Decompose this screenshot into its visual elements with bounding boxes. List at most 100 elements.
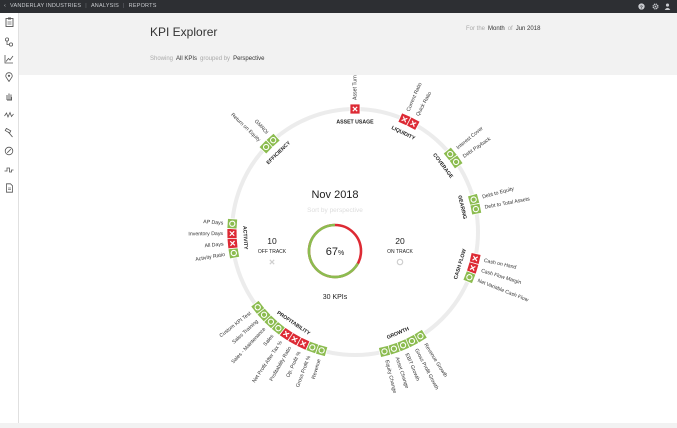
kpi-status-on-track[interactable] xyxy=(448,154,464,170)
percent-value: 67% xyxy=(326,246,344,258)
grouping-dropdown[interactable]: Perspective xyxy=(233,56,265,62)
showing-label: Showing xyxy=(150,56,174,62)
kpi-item[interactable]: Inventory Days xyxy=(188,228,238,240)
gavel-icon[interactable] xyxy=(4,128,14,138)
on-track-icon xyxy=(318,347,325,354)
date-dropdown[interactable]: Jun 2018 xyxy=(515,26,541,32)
page-header: KPI Explorer For the Month of Jun 2018 S… xyxy=(19,13,677,75)
percent-number: 67 xyxy=(326,246,338,258)
user-icon[interactable] xyxy=(664,3,671,10)
kpi-item[interactable]: Activity Ratio xyxy=(195,246,241,263)
gear-icon[interactable] xyxy=(652,3,659,10)
off-track-label: OFF TRACK xyxy=(258,249,287,255)
kpi-status-on-track[interactable] xyxy=(462,270,477,285)
kpi-label: Activity Ratio xyxy=(195,252,226,263)
off-track-icon xyxy=(401,116,408,123)
waveform-icon[interactable] xyxy=(4,110,14,120)
on-track-icon xyxy=(269,137,277,144)
sort-link[interactable]: Sort by perspective xyxy=(307,207,363,214)
trend-chart-icon[interactable] xyxy=(4,54,14,64)
kpi-total: 30 KPIs xyxy=(323,294,348,301)
on-track-icon xyxy=(381,348,388,355)
sidebar xyxy=(0,13,19,423)
period-dropdown[interactable]: Month xyxy=(488,26,505,32)
kpi-label: Debt to Total Assets xyxy=(484,196,530,210)
group-label-asset-usage: ASSET USAGE xyxy=(336,119,374,125)
kpi-item[interactable]: Asset Turnover xyxy=(349,65,361,115)
off-track-icon xyxy=(472,255,479,262)
kpi-status-off-track[interactable] xyxy=(226,228,238,240)
off-track-icon xyxy=(291,335,298,343)
company-link[interactable]: VANDERLAY INDUSTRIES xyxy=(10,3,82,9)
off-track-icon xyxy=(300,340,307,347)
main-content: Nov 2018 Sort by perspective 10 OFF TRAC… xyxy=(19,65,677,423)
document-icon[interactable] xyxy=(4,183,14,193)
kpi-label: Return on Equity xyxy=(229,112,261,143)
analysis-link[interactable]: ANALYSIS xyxy=(90,3,120,9)
kpi-label: Cash on Hand xyxy=(483,258,517,271)
kpi-label: Equity Change xyxy=(383,360,397,395)
on-track-icon xyxy=(254,304,261,311)
back-icon[interactable]: ‹ xyxy=(4,3,7,9)
kpi-label: Revenue xyxy=(311,358,322,380)
kpi-status-on-track[interactable] xyxy=(377,344,392,358)
on-track-icon xyxy=(408,337,416,345)
on-track-label: ON TRACK xyxy=(387,249,413,255)
help-icon[interactable]: ? xyxy=(638,3,645,10)
kpi-filter-dropdown[interactable]: All KPIs xyxy=(176,56,198,62)
off-track-icon xyxy=(469,264,476,271)
kpi-status-on-track[interactable] xyxy=(226,217,239,230)
on-track-icon xyxy=(230,249,237,257)
on-track-icon xyxy=(447,150,454,158)
kpi-status-on-track[interactable] xyxy=(395,338,411,353)
kpi-wheel: Nov 2018 Sort by perspective 10 OFF TRAC… xyxy=(188,65,531,395)
kpi-item[interactable]: AP Days xyxy=(203,217,239,230)
on-track-icon xyxy=(470,196,477,203)
kpi-label: All Days xyxy=(204,242,224,250)
off-track-icon xyxy=(229,230,235,237)
breadcrumb: ‹ VANDERLAY INDUSTRIES | ANALYSIS | REPO… xyxy=(4,3,157,9)
kpi-label: AP Days xyxy=(203,219,224,226)
svg-text:?: ? xyxy=(640,4,643,10)
breadcrumb-separator: | xyxy=(85,3,87,9)
kpi-status-on-track[interactable] xyxy=(227,246,241,260)
top-bar: ‹ VANDERLAY INDUSTRIES | ANALYSIS | REPO… xyxy=(0,0,677,13)
kpi-status-on-track[interactable] xyxy=(250,299,266,315)
location-icon[interactable] xyxy=(4,72,14,82)
percent-sign: % xyxy=(338,250,344,257)
grouped-by-label: grouped by xyxy=(200,56,231,62)
kpi-status-off-track[interactable] xyxy=(349,103,361,115)
on-track-icon xyxy=(267,318,275,325)
kpi-label: Inventory Days xyxy=(188,231,223,237)
on-track-icon xyxy=(229,220,236,227)
kpi-status-on-track[interactable] xyxy=(265,132,281,148)
off-track-icon xyxy=(269,259,275,265)
tag-icon[interactable] xyxy=(4,146,14,156)
kpi-status-off-track[interactable] xyxy=(226,237,239,250)
page-title: KPI Explorer xyxy=(150,25,218,39)
kpi-item[interactable]: All Days xyxy=(204,237,239,250)
on-track-icon xyxy=(262,143,270,151)
group-asset-usage: ASSET USAGE Asset Turnover xyxy=(336,65,374,126)
on-track-icon xyxy=(390,345,398,352)
on-track-icon xyxy=(466,274,473,281)
pulse-icon[interactable] xyxy=(4,165,14,175)
on-track-icon xyxy=(452,158,460,166)
hand-icon[interactable] xyxy=(4,91,14,101)
org-chart-icon[interactable] xyxy=(4,37,14,47)
for-the-label: For the xyxy=(466,26,486,32)
reports-link[interactable]: REPORTS xyxy=(128,3,157,9)
group-label-gearing: GEARING xyxy=(456,195,467,220)
on-track-icon xyxy=(399,342,407,349)
kpi-status-on-track[interactable] xyxy=(469,202,483,216)
group-activity: ACTIVITY Activity Ratio All Days Inventory … xyxy=(188,217,248,263)
clipboard-icon[interactable] xyxy=(4,17,14,27)
kpi-label: Sales xyxy=(263,333,276,347)
kpi-status-off-track[interactable] xyxy=(405,116,421,131)
on-track-icon xyxy=(472,205,480,213)
breadcrumb-separator: | xyxy=(123,3,125,9)
